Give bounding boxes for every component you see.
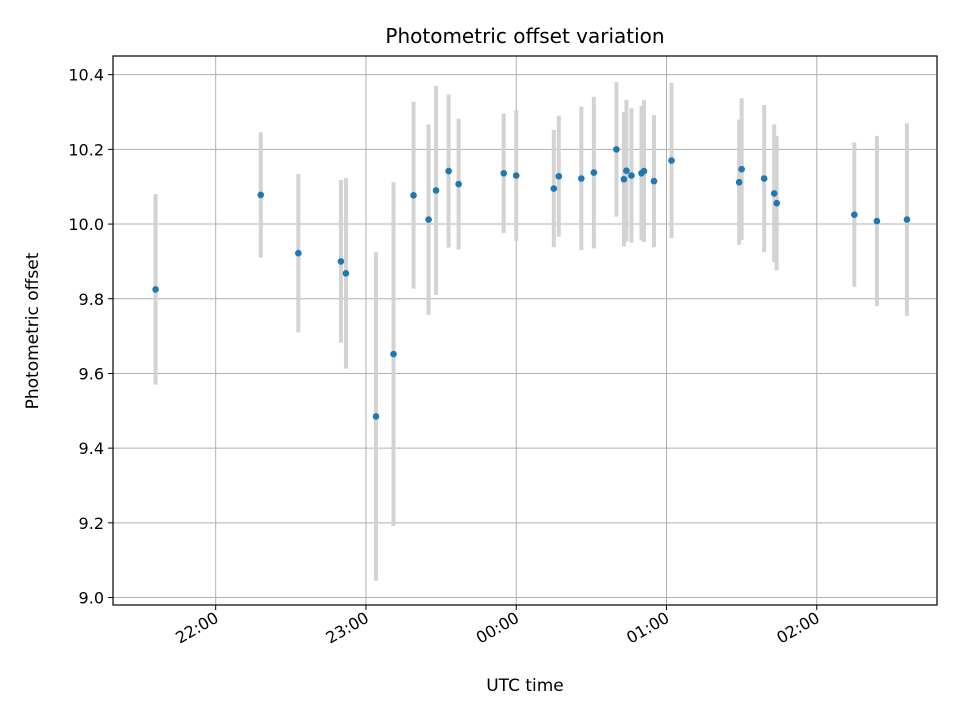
- data-point: [903, 216, 911, 223]
- data-point: [555, 172, 563, 180]
- data-point: [773, 199, 781, 207]
- data-point: [640, 167, 648, 175]
- data-point: [620, 175, 628, 183]
- data-point: [390, 350, 397, 358]
- data-point: [738, 165, 745, 173]
- data-point: [873, 217, 881, 225]
- y-axis-ticks: 9.0 9.2 9.4 9.6 9.8 10.0 10.2 10.4: [68, 66, 113, 608]
- data-point: [500, 169, 508, 177]
- data-point: [650, 177, 658, 185]
- data-point: [295, 249, 302, 257]
- y-tick-label: 9.0: [79, 589, 104, 608]
- y-axis-title: Photometric offset: [23, 252, 43, 409]
- data-point: [578, 175, 585, 182]
- y-tick-label: 9.4: [79, 439, 104, 458]
- y-tick-label: 9.8: [79, 290, 104, 309]
- data-point: [342, 270, 350, 277]
- data-point: [628, 172, 635, 179]
- data-point: [613, 146, 620, 153]
- data-point: [735, 178, 743, 186]
- data-point: [851, 211, 858, 219]
- data-point: [152, 286, 159, 293]
- y-tick-label: 10.2: [68, 140, 104, 159]
- data-point: [445, 167, 452, 175]
- data-point: [372, 413, 380, 420]
- chart-title: Photometric offset variation: [385, 24, 664, 48]
- data-point: [512, 172, 520, 179]
- data-points: [152, 146, 911, 420]
- data-point: [623, 167, 630, 174]
- data-point: [337, 258, 345, 265]
- y-tick-label: 9.2: [79, 514, 104, 533]
- data-point: [590, 169, 598, 176]
- data-point: [410, 192, 417, 199]
- data-point: [425, 216, 432, 223]
- plot-area: [113, 56, 937, 605]
- data-point: [770, 190, 778, 197]
- data-point: [432, 187, 440, 194]
- y-tick-label: 10.4: [68, 66, 104, 85]
- data-point: [257, 191, 265, 199]
- y-tick-label: 9.6: [79, 364, 104, 383]
- data-point: [550, 185, 558, 192]
- plot-frame: [112, 55, 938, 606]
- data-point: [760, 175, 768, 182]
- data-point: [455, 180, 462, 188]
- data-point: [668, 157, 675, 164]
- x-axis-title: UTC time: [486, 676, 564, 696]
- grid: [113, 56, 937, 605]
- y-tick-label: 10.0: [68, 215, 104, 234]
